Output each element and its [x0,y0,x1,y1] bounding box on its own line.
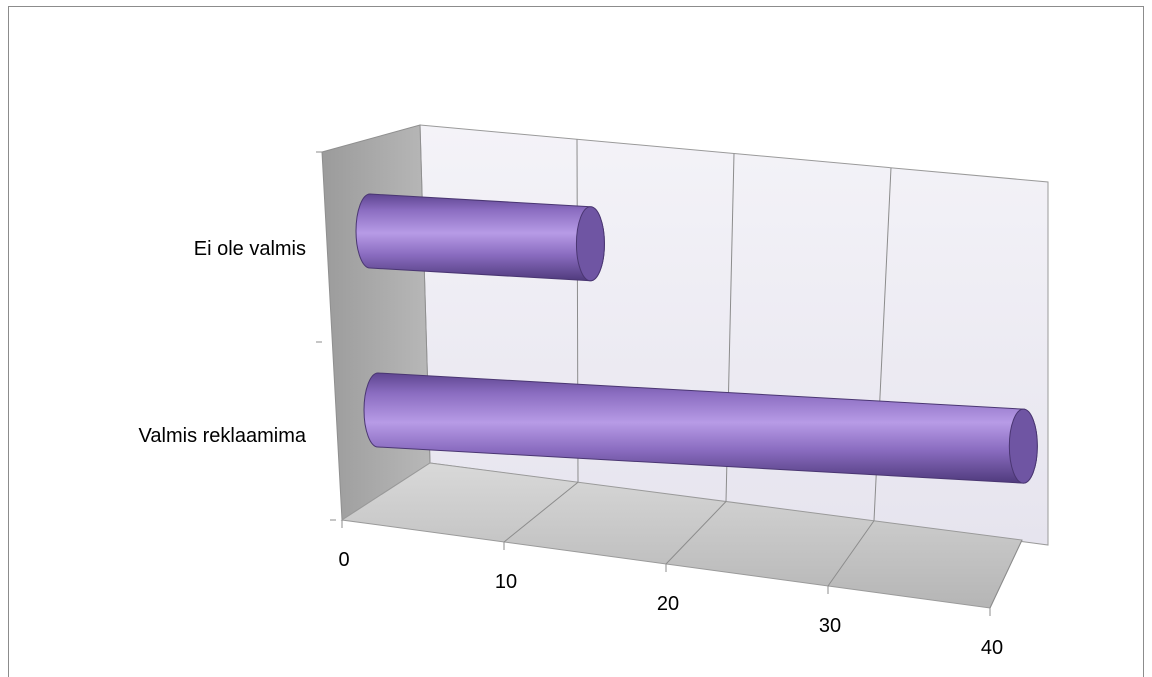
category-labels: Ei ole valmis Valmis reklaamima [139,238,307,447]
floor-gridline [665,501,727,565]
x-tick-labels: 0 10 20 30 40 [338,549,1003,659]
floor-gridline [503,481,579,543]
floor-gridline [827,520,875,587]
category-label: Ei ole valmis [194,238,306,260]
bar [363,372,1038,484]
x-tick-label: 0 [338,549,349,571]
category-label: Valmis reklaamima [139,425,307,447]
x-tick-label: 20 [657,593,679,615]
bar-body [355,193,605,282]
bar [355,193,605,282]
floor-gridline [989,539,1023,609]
bar-end-cap [1008,408,1038,484]
x-tick-label: 10 [495,571,517,593]
bar-end-cap [575,206,605,282]
y-axis-ticks [316,151,336,521]
x-tick-label: 30 [819,615,841,637]
x-tick-label: 40 [981,637,1003,659]
bars [355,193,1038,484]
chart-side-wall [321,124,431,521]
